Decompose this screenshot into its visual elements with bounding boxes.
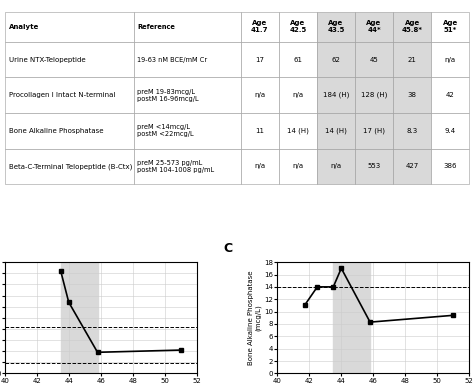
Bar: [333, 262, 370, 373]
Text: A: A: [2, 0, 12, 3]
Y-axis label: Bone Alkaline Phosphatase
(mcg/L): Bone Alkaline Phosphatase (mcg/L): [248, 271, 261, 365]
Text: C: C: [224, 243, 233, 256]
Bar: [61, 262, 98, 373]
